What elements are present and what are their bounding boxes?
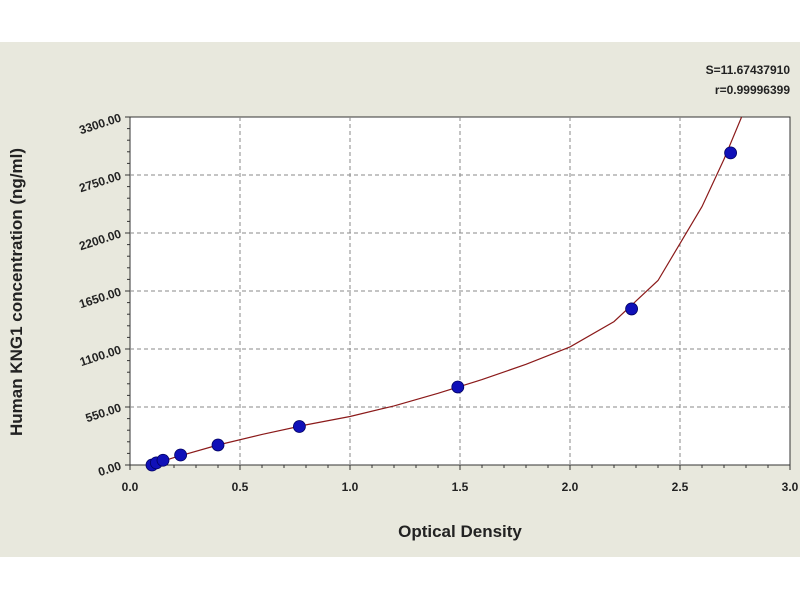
fit-statistics: S=11.67437910 r=0.99996399 xyxy=(706,63,791,97)
x-tick-label: 0.5 xyxy=(232,480,249,494)
x-tick-label: 2.5 xyxy=(672,480,689,494)
y-tick-label: 2200.00 xyxy=(77,226,123,253)
stat-s: S=11.67437910 xyxy=(706,63,791,77)
grid-lines xyxy=(130,117,790,465)
chart: 0.0 0.5 1.0 1.5 2.0 2.5 3.0 0.00 550.00 1100.00 16… xyxy=(7,63,799,541)
data-point xyxy=(451,380,465,394)
axis-ticks xyxy=(125,116,791,470)
y-tick-label: 550.00 xyxy=(84,400,124,425)
x-tick-label: 2.0 xyxy=(562,480,579,494)
y-axis-title: Human KNG1 concentration (ng/ml) xyxy=(7,148,26,436)
y-tick-label: 2750.00 xyxy=(77,168,123,195)
data-point xyxy=(211,438,225,452)
data-point xyxy=(292,420,306,433)
data-point xyxy=(156,453,170,467)
chart-frame: 0.0 0.5 1.0 1.5 2.0 2.5 3.0 0.00 550.00 1100.00 16… xyxy=(0,42,800,557)
data-points xyxy=(145,146,737,472)
y-tick-label: 1100.00 xyxy=(78,342,123,369)
y-tick-label: 3300.00 xyxy=(77,110,123,137)
x-axis-title: Optical Density xyxy=(398,522,522,541)
x-tick-label: 3.0 xyxy=(782,480,799,494)
x-tick-label: 1.0 xyxy=(342,480,359,494)
data-point xyxy=(724,146,737,160)
stat-r: r=0.99996399 xyxy=(715,83,790,97)
y-tick-label: 1650.00 xyxy=(77,284,123,311)
data-point xyxy=(174,448,188,462)
x-tick-label: 0.0 xyxy=(122,480,139,494)
y-tick-label: 0.00 xyxy=(96,458,123,479)
data-point xyxy=(625,302,638,316)
x-tick-label: 1.5 xyxy=(452,480,469,494)
